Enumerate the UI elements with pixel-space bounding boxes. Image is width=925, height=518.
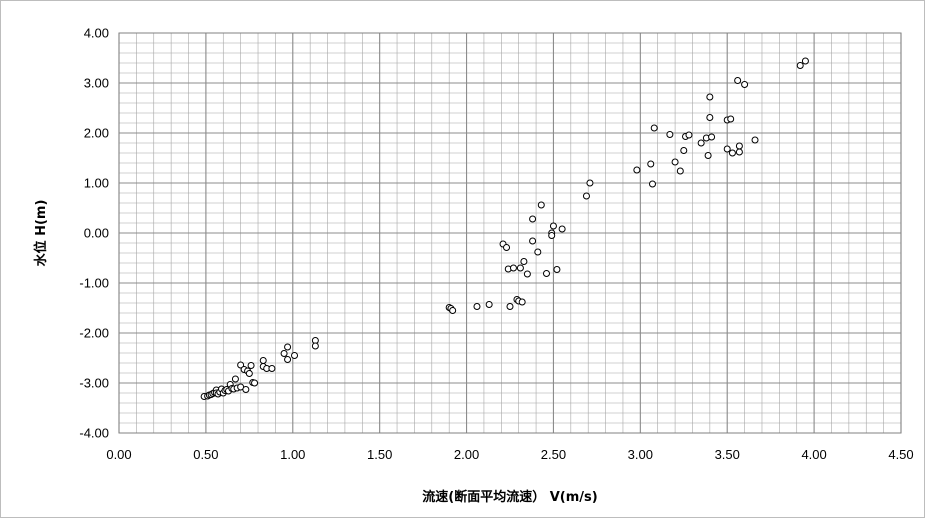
data-points [200, 57, 809, 400]
data-point [259, 357, 267, 364]
data-point [251, 379, 259, 387]
data-point [680, 147, 688, 154]
y-tick-label: 1.00 [84, 176, 109, 191]
y-tick-label: 3.00 [84, 76, 109, 91]
data-point [520, 258, 528, 265]
data-point [666, 131, 674, 138]
data-point [706, 93, 714, 101]
data-point [245, 370, 253, 377]
data-point [553, 266, 561, 273]
data-point [633, 166, 641, 174]
data-point [529, 237, 537, 245]
data-point [741, 81, 749, 88]
data-point [704, 152, 712, 159]
data-point [708, 133, 716, 141]
data-point [485, 301, 493, 308]
data-point [671, 158, 679, 166]
y-axis-tick-labels: 4.00 3.00 2.00 1.00 0.00 -1.00 -2.00 -3.00 -4.00 [79, 26, 109, 441]
data-point [549, 222, 557, 230]
data-point [735, 148, 743, 156]
x-tick-label: 3.00 [628, 447, 653, 462]
y-axis-title: 水位 H(m) [33, 200, 49, 267]
data-point [523, 270, 531, 278]
data-point [237, 361, 245, 369]
data-point [518, 298, 526, 306]
y-tick-label: -2.00 [79, 326, 109, 341]
x-tick-label: 4.00 [801, 447, 826, 462]
data-point [648, 180, 656, 188]
data-point [291, 352, 299, 359]
x-tick-label: 3.50 [715, 447, 740, 462]
x-tick-label: 4.50 [888, 447, 913, 462]
data-point [697, 139, 705, 147]
plot-area [118, 32, 902, 434]
data-point [727, 115, 735, 123]
data-point [558, 225, 566, 233]
data-point [685, 131, 693, 139]
data-point [242, 386, 250, 393]
y-tick-label: -3.00 [79, 376, 109, 391]
data-point [801, 57, 809, 65]
data-point [676, 167, 684, 175]
data-point [506, 303, 514, 310]
data-point [284, 343, 292, 351]
data-point [449, 307, 457, 314]
data-point [542, 270, 550, 277]
data-point [284, 356, 292, 363]
x-tick-label: 2.50 [541, 447, 566, 462]
data-point [537, 201, 545, 209]
data-point [231, 375, 239, 383]
x-tick-label: 2.00 [454, 447, 479, 462]
data-point [734, 77, 742, 84]
data-point [311, 342, 319, 350]
data-point [268, 365, 276, 372]
data-point [534, 248, 542, 256]
data-point [647, 160, 655, 168]
y-tick-label: 0.00 [84, 226, 109, 241]
x-tick-label: 1.50 [367, 447, 392, 462]
x-axis-tick-labels: 0.00 0.50 1.00 1.50 2.00 2.50 3.00 3.50 4.00 4.50 [106, 447, 913, 462]
data-point [650, 124, 658, 132]
x-axis-title: 流速(断面平均流速） V(m/s) [422, 489, 597, 505]
data-point [586, 179, 594, 187]
data-point [723, 145, 731, 153]
data-point [509, 264, 517, 272]
data-point [529, 215, 537, 223]
data-point [751, 136, 759, 144]
data-point [280, 350, 288, 357]
y-tick-label: 4.00 [84, 26, 109, 41]
data-point [473, 303, 481, 310]
data-point [503, 244, 511, 251]
x-tick-label: 1.00 [280, 447, 305, 462]
x-tick-label: 0.50 [193, 447, 218, 462]
data-point [735, 142, 743, 150]
data-point [516, 264, 524, 272]
data-point [796, 62, 804, 69]
y-tick-label: -1.00 [79, 276, 109, 291]
data-point [247, 362, 255, 369]
x-tick-label: 0.00 [106, 447, 131, 462]
y-tick-label: -4.00 [79, 426, 109, 441]
data-point [582, 192, 590, 200]
y-tick-label: 2.00 [84, 126, 109, 141]
data-point [706, 114, 714, 121]
data-point [728, 149, 736, 157]
data-point [548, 232, 556, 239]
